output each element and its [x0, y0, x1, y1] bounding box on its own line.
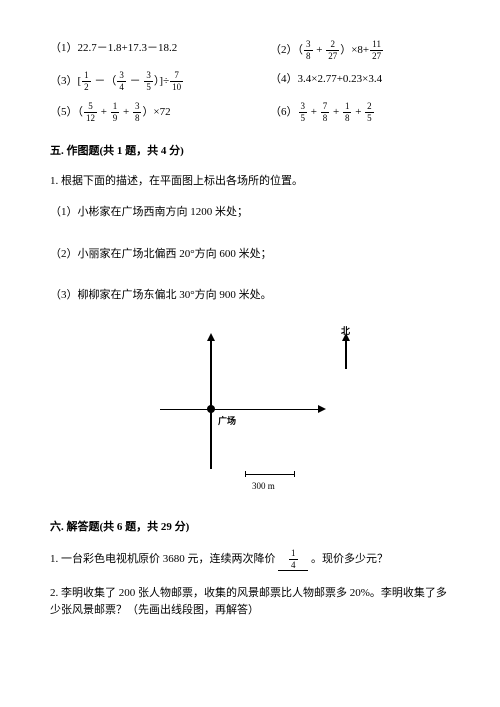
problem-5: （5）（512 + 19 + 38）×72	[50, 102, 270, 123]
open: （	[298, 44, 304, 56]
d: 9	[111, 113, 120, 123]
problem-4: （4）3.4×2.77+0.23×3.4	[270, 71, 450, 92]
d: 5	[144, 82, 153, 92]
d: 2	[82, 82, 91, 92]
frac: 227	[326, 40, 339, 61]
n: 7	[170, 71, 183, 82]
d: 27	[370, 51, 383, 61]
n: 3	[144, 71, 153, 82]
op: +	[308, 106, 320, 118]
n: 7	[321, 102, 330, 113]
n: 1	[343, 102, 352, 113]
origin-dot	[207, 405, 215, 413]
op: +	[120, 106, 132, 118]
subquestion-5-1-2: （2）小丽家在广场北偏西 20°方向 600 米处；	[50, 246, 450, 264]
d: 8	[133, 113, 142, 123]
close: ）×72	[142, 106, 170, 118]
d: 4	[289, 560, 298, 570]
n: 2	[365, 102, 374, 113]
op: +	[352, 106, 364, 118]
scale-label: 300 m	[252, 479, 275, 493]
problem-row-3: （5）（512 + 19 + 38）×72 （6）35 + 78 + 18 + …	[50, 102, 450, 123]
n: 2	[326, 40, 339, 51]
frac: 710	[170, 71, 183, 92]
frac: 35	[144, 71, 153, 92]
subquestion-5-1-3: （3）柳柳家在广场东偏北 30°方向 900 米处。	[50, 287, 450, 305]
op: +	[314, 44, 326, 56]
section-5-title: 五. 作图题(共 1 题，共 4 分)	[50, 143, 450, 161]
label: （5）	[50, 106, 78, 118]
horizontal-axis	[160, 409, 320, 411]
blank-underline: 14	[278, 549, 308, 571]
frac: 19	[111, 102, 120, 123]
problem-row-1: （1）22.7－1.8+17.3－18.2 （2）（38 + 227）×8+11…	[50, 40, 450, 61]
n: 3	[133, 102, 142, 113]
op: +	[330, 106, 342, 118]
label: （1）	[50, 42, 78, 54]
scale-bar	[245, 474, 295, 475]
vertical-axis	[210, 339, 212, 469]
n: 5	[84, 102, 97, 113]
n: 3	[304, 40, 313, 51]
n: 1	[111, 102, 120, 113]
expr: 22.7－1.8+17.3－18.2	[78, 42, 178, 54]
n: 1	[82, 71, 91, 82]
d: 5	[365, 113, 374, 123]
close: ）×8+	[340, 44, 369, 56]
frac: 14	[289, 549, 298, 570]
label: （4）	[270, 73, 298, 85]
frac: 35	[299, 102, 308, 123]
frac: 38	[304, 40, 313, 61]
frac: 512	[84, 102, 97, 123]
problem-row-2: （3）[12 －（34 － 35）]÷710 （4）3.4×2.77+0.23×…	[50, 71, 450, 92]
problem-2: （2）（38 + 227）×8+1127	[270, 40, 450, 61]
frac: 1127	[370, 40, 383, 61]
north-arrow-icon	[345, 339, 347, 369]
label: （2）	[270, 44, 298, 56]
label: （6）	[270, 106, 298, 118]
problem-6: （6）35 + 78 + 18 + 25	[270, 102, 450, 123]
problem-3: （3）[12 －（34 － 35）]÷710	[50, 71, 270, 92]
frac: 12	[82, 71, 91, 92]
question-6-2: 2. 李明收集了 200 张人物邮票，收集的风景邮票比人物邮票多 20%。李明收…	[50, 585, 450, 620]
section-6-title: 六. 解答题(共 6 题，共 29 分)	[50, 519, 450, 537]
text-b: 。现价多少元？	[308, 553, 388, 565]
d: 10	[170, 82, 183, 92]
problem-1: （1）22.7－1.8+17.3－18.2	[50, 40, 270, 61]
n: 3	[117, 71, 126, 82]
frac: 78	[321, 102, 330, 123]
frac: 34	[117, 71, 126, 92]
op: －	[127, 75, 144, 87]
subquestion-5-1-1: （1）小彬家在广场西南方向 1200 米处；	[50, 204, 450, 222]
question-5-1: 1. 根据下面的描述，在平面图上标出各场所的位置。	[50, 173, 450, 191]
d: 27	[326, 51, 339, 61]
n: 3	[299, 102, 308, 113]
expr: 3.4×2.77+0.23×3.4	[298, 73, 383, 85]
d: 8	[321, 113, 330, 123]
n: 1	[289, 549, 298, 560]
text-a: 1. 一台彩色电视机原价 3680 元，连续两次降价	[50, 553, 278, 565]
close: ）]÷	[154, 75, 169, 87]
d: 8	[343, 113, 352, 123]
op: －（	[92, 75, 117, 87]
open: [	[78, 75, 82, 87]
d: 8	[304, 51, 313, 61]
frac: 18	[343, 102, 352, 123]
question-6-1: 1. 一台彩色电视机原价 3680 元，连续两次降价 14 。现价多少元？	[50, 549, 450, 571]
open: （	[78, 106, 84, 118]
d: 5	[299, 113, 308, 123]
d: 4	[117, 82, 126, 92]
coordinate-diagram: 北 广场 300 m	[150, 329, 350, 499]
n: 11	[370, 40, 383, 51]
frac: 38	[133, 102, 142, 123]
label: （3）	[50, 75, 78, 87]
plaza-label: 广场	[218, 414, 236, 428]
d: 12	[84, 113, 97, 123]
op: +	[98, 106, 110, 118]
frac: 25	[365, 102, 374, 123]
